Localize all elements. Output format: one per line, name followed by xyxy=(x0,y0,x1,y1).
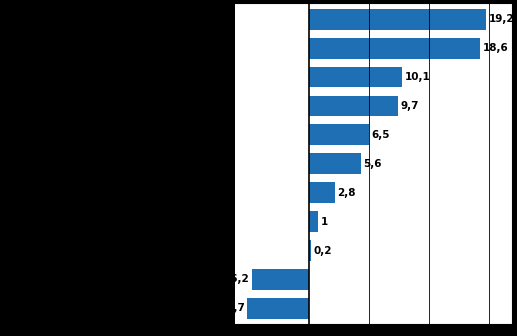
Text: 18,6: 18,6 xyxy=(483,43,509,53)
Bar xyxy=(309,95,399,116)
Text: 0,2: 0,2 xyxy=(313,246,331,255)
Bar xyxy=(309,182,335,203)
Text: 19,2: 19,2 xyxy=(489,14,514,24)
Text: 6,5: 6,5 xyxy=(371,130,390,140)
Text: 9,7: 9,7 xyxy=(401,101,419,111)
Text: -6,2: -6,2 xyxy=(227,275,250,285)
Bar xyxy=(309,38,480,58)
Text: -6,7: -6,7 xyxy=(222,303,245,313)
Bar xyxy=(309,124,369,145)
Bar xyxy=(309,211,318,232)
Text: 5,6: 5,6 xyxy=(363,159,382,169)
Bar xyxy=(309,240,311,261)
Bar xyxy=(309,154,361,174)
Bar xyxy=(309,9,486,30)
Text: 1: 1 xyxy=(321,217,328,226)
Bar xyxy=(309,67,402,87)
Bar xyxy=(247,298,309,319)
Text: 10,1: 10,1 xyxy=(404,72,430,82)
Bar xyxy=(252,269,309,290)
Text: 2,8: 2,8 xyxy=(337,188,356,198)
